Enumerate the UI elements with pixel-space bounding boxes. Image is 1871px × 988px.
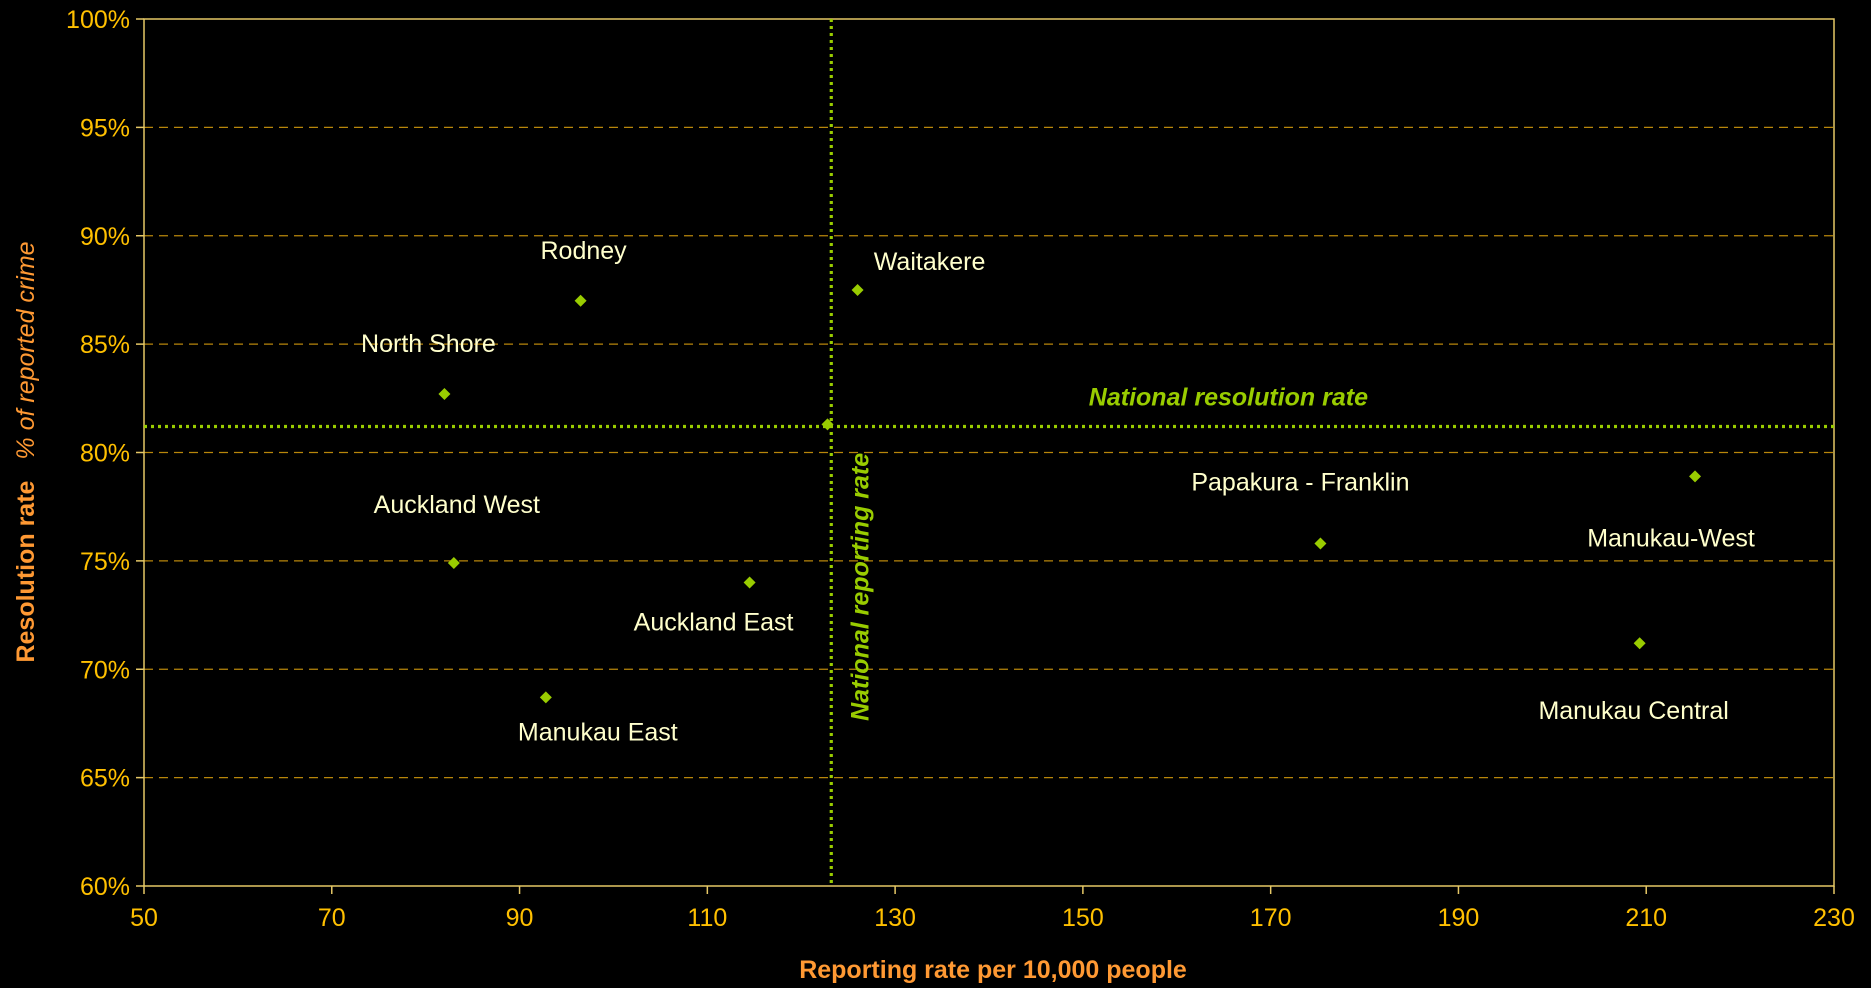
- gridlines: [144, 126, 1834, 779]
- data-point: [821, 418, 834, 431]
- y-tick-label: 65%: [80, 765, 130, 793]
- axes: 60% 65% 70% 75% 80% 85% 90% 95% 100% 50 70 90 110 130…: [66, 6, 1855, 932]
- y-tick-label: 75%: [80, 548, 130, 576]
- x-tick-label: 110: [687, 904, 727, 932]
- data-point: [851, 283, 864, 296]
- point-label: Manukau-West: [1587, 524, 1755, 552]
- x-tick-label: 70: [318, 904, 346, 932]
- point-label: Auckland West: [374, 491, 540, 519]
- y-tick-label: 90%: [80, 223, 130, 251]
- data-point: [1314, 537, 1327, 550]
- x-tick-label: 130: [874, 904, 916, 932]
- data-point: [447, 557, 460, 570]
- data-point: [1689, 470, 1702, 483]
- data-point: [539, 691, 552, 704]
- data-point: [574, 294, 587, 307]
- point-label: Auckland East: [634, 609, 794, 637]
- data-point: [1633, 637, 1646, 650]
- point-labels: Rodney Waitakere North Shore Auckland West A…: [361, 237, 1755, 747]
- x-tick-label: 210: [1625, 904, 1667, 932]
- y-tick-label: 85%: [80, 331, 130, 359]
- y-tick-label: 100%: [66, 6, 130, 34]
- national-reporting-label: National reporting rate: [846, 453, 874, 721]
- x-axis-title: Reporting rate per 10,000 people: [799, 956, 1187, 984]
- point-label: Manukau East: [518, 718, 678, 746]
- data-point: [438, 387, 451, 400]
- point-label: Waitakere: [874, 248, 986, 276]
- data-points: [438, 283, 1702, 704]
- y-axis-title-unit: % of reported crime: [12, 241, 40, 459]
- x-tick-label: 190: [1438, 904, 1480, 932]
- x-tick-label: 150: [1062, 904, 1104, 932]
- reference-lines: National resolution rate National reporti…: [144, 19, 1834, 886]
- point-label: Papakura - Franklin: [1191, 469, 1409, 497]
- data-point: [743, 576, 756, 589]
- point-label: Rodney: [540, 237, 627, 265]
- plot-area-border: [143, 18, 1835, 887]
- y-tick-label: 70%: [80, 656, 130, 684]
- national-resolution-label: National resolution rate: [1089, 383, 1368, 411]
- y-tick-label: 95%: [80, 114, 130, 142]
- y-axis-title: Resolution rate % of reported crime: [12, 241, 40, 662]
- y-tick-label: 60%: [80, 873, 130, 901]
- y-tick-label: 80%: [80, 440, 130, 468]
- point-label: Manukau Central: [1538, 697, 1728, 725]
- x-tick-label: 50: [130, 904, 158, 932]
- y-axis-title-main: Resolution rate: [12, 480, 40, 662]
- x-tick-label: 170: [1250, 904, 1292, 932]
- point-label: North Shore: [361, 330, 496, 358]
- x-tick-label: 90: [506, 904, 534, 932]
- x-tick-label: 230: [1813, 904, 1855, 932]
